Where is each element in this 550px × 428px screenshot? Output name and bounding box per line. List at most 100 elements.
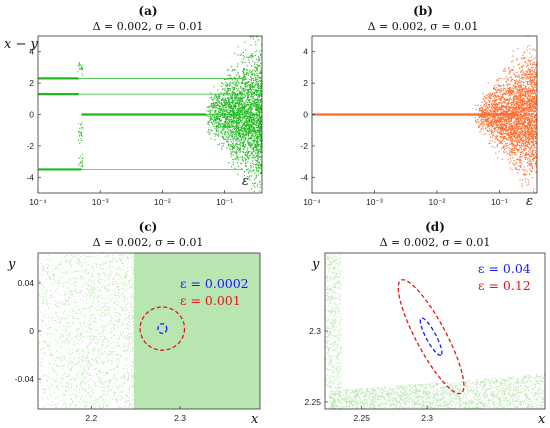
data-point [536, 88, 537, 90]
data-point [252, 95, 254, 98]
data-point [244, 94, 246, 96]
data-point [516, 118, 518, 120]
data-point [241, 143, 243, 145]
data-point [251, 57, 253, 59]
data-point [243, 136, 245, 138]
data-point [511, 140, 513, 143]
data-point [250, 142, 252, 144]
data-point [260, 94, 262, 96]
data-point [229, 84, 231, 86]
data-point [221, 103, 223, 105]
data-point [240, 109, 242, 111]
data-point [513, 100, 515, 102]
data-point [255, 104, 257, 106]
data-point [260, 152, 262, 154]
data-point [256, 117, 258, 119]
data-point [510, 99, 512, 101]
data-point [260, 115, 262, 117]
data-point [216, 117, 218, 119]
data-point [239, 140, 241, 142]
data-point [260, 62, 262, 64]
data-point [240, 86, 242, 88]
data-point [523, 133, 525, 135]
data-point [501, 89, 503, 91]
data-point [483, 121, 485, 123]
data-point [512, 99, 514, 102]
data-point [254, 133, 256, 135]
data-point [245, 117, 247, 119]
data-point [507, 111, 509, 113]
data-point [530, 127, 532, 129]
data-point [483, 133, 485, 135]
data-point [253, 69, 255, 71]
data-point [258, 109, 260, 111]
data-point [237, 148, 239, 150]
data-point [531, 147, 533, 149]
data-point [498, 120, 500, 122]
data-point [488, 104, 490, 106]
data-point [236, 110, 238, 112]
data-point [255, 145, 257, 147]
data-point [527, 93, 529, 95]
data-point [489, 129, 491, 132]
data-point [525, 158, 527, 160]
data-point [241, 133, 243, 135]
data-point [510, 123, 513, 125]
data-point [496, 113, 499, 115]
data-point [506, 128, 508, 131]
data-point [521, 69, 523, 71]
data-point [254, 75, 256, 77]
data-point [528, 113, 531, 115]
data-point [510, 131, 512, 134]
data-point [237, 95, 239, 97]
data-point [256, 131, 258, 133]
data-point [491, 94, 493, 96]
data-point [529, 105, 531, 107]
data-point [253, 118, 255, 120]
data-point [494, 127, 497, 129]
data-point [218, 94, 220, 96]
data-point [250, 74, 253, 76]
data-point [514, 82, 517, 84]
data-point [243, 141, 245, 143]
data-point [236, 98, 239, 100]
data-point [231, 96, 233, 98]
data-point [513, 124, 515, 127]
data-point [501, 122, 503, 124]
data-point [253, 164, 255, 166]
data-point [260, 128, 262, 130]
data-point [489, 101, 491, 103]
data-point [519, 102, 521, 104]
data-point [228, 78, 230, 80]
data-point [499, 107, 501, 109]
data-point [215, 96, 217, 98]
data-point [250, 188, 253, 190]
data-point [529, 102, 531, 104]
data-point [492, 111, 494, 113]
data-point [534, 104, 536, 106]
data-point [258, 167, 260, 169]
data-point [251, 120, 253, 123]
data-point [524, 92, 527, 95]
data-point [522, 109, 524, 111]
data-point [259, 180, 261, 182]
data-point [254, 132, 256, 134]
data-point [240, 81, 243, 83]
data-point [500, 131, 502, 133]
data-point [523, 101, 525, 103]
data-point [510, 107, 512, 109]
data-point [242, 148, 244, 150]
data-point [238, 134, 240, 136]
data-point [253, 92, 255, 95]
data-point [248, 116, 250, 118]
data-point [239, 109, 241, 111]
data-point [482, 126, 484, 128]
data-point [512, 115, 515, 117]
data-point [250, 143, 252, 145]
data-point [490, 111, 492, 113]
data-point [237, 81, 240, 84]
data-point [501, 118, 503, 120]
data-point [514, 128, 516, 130]
data-point [252, 183, 254, 185]
data-point [215, 105, 217, 107]
